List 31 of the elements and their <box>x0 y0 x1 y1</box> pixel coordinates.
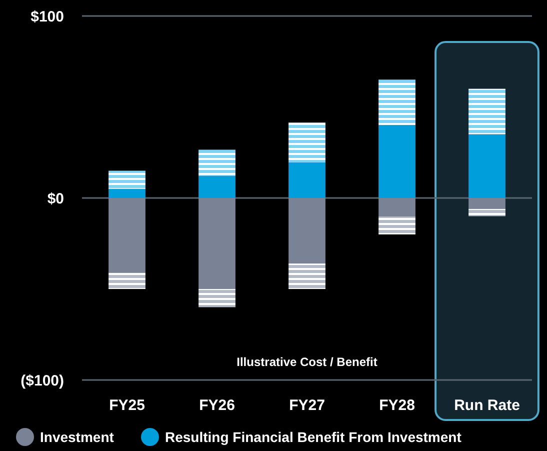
bar <box>288 198 326 264</box>
x-tick-label: FY25 <box>109 397 145 414</box>
legend-label: Resulting Financial Benefit From Investment <box>165 428 462 445</box>
bar <box>378 216 416 234</box>
bar <box>378 80 416 126</box>
bar <box>288 122 326 163</box>
bar <box>468 88 506 134</box>
bar <box>468 134 506 198</box>
x-tick-label: Run Rate <box>454 397 520 414</box>
bar <box>198 150 236 176</box>
bar <box>108 170 146 189</box>
y-tick-label: $0 <box>47 190 64 208</box>
bar <box>198 289 236 308</box>
bar <box>108 188 146 198</box>
bar <box>378 125 416 198</box>
bar <box>468 198 506 209</box>
bar <box>468 208 506 216</box>
bar <box>108 198 146 273</box>
x-tick-label: FY26 <box>199 397 235 414</box>
bar <box>198 176 236 198</box>
x-tick-label: FY28 <box>379 397 415 414</box>
bar <box>378 198 416 216</box>
annotation: Illustrative Cost / Benefit <box>236 355 378 369</box>
legend-label: Investment <box>40 428 114 445</box>
y-tick-label: $100 <box>30 8 64 26</box>
y-tick-label: ($100) <box>20 372 64 390</box>
bar <box>288 162 326 198</box>
bar <box>288 264 326 289</box>
x-tick-label: FY27 <box>289 397 325 414</box>
bar <box>198 198 236 289</box>
bar <box>108 272 146 289</box>
